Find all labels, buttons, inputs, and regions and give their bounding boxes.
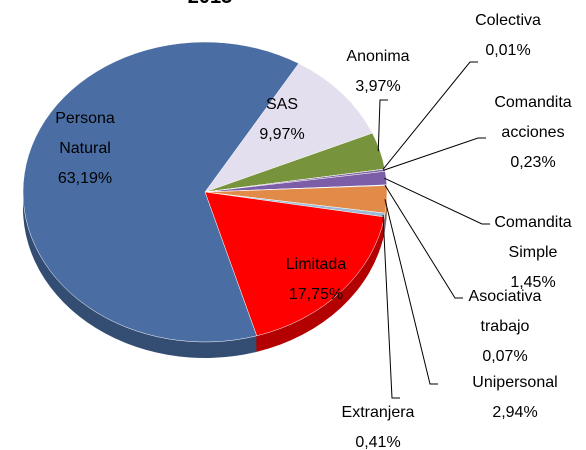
slice-value: 0,41%	[355, 434, 401, 450]
slice-label: Comandita Simple 1,45%	[483, 208, 583, 298]
slice-value: 3,97%	[355, 78, 401, 95]
slice-name: Asociativa trabajo	[468, 288, 542, 335]
slice-value: 2,94%	[492, 404, 538, 421]
slice-label: Asociativa trabajo 0,07%	[455, 282, 555, 372]
slice-value: 63,19%	[57, 170, 113, 187]
slice-name: Limitada	[285, 256, 347, 273]
leader-line	[382, 61, 478, 170]
slice-value: 0,23%	[510, 154, 556, 171]
slice-name: Comandita acciones	[494, 94, 572, 141]
leader-line	[377, 99, 388, 152]
slice-name: SAS	[265, 96, 298, 113]
slice-label: Colectiva 0,01%	[458, 6, 558, 66]
slice-name: Unipersonal	[472, 374, 558, 391]
leader-line	[382, 214, 400, 399]
slice-value: 9,97%	[259, 126, 305, 143]
leader-line	[384, 199, 438, 385]
slice-label: Anonima 3,97%	[333, 42, 423, 102]
slice-label: SAS 9,97%	[242, 90, 322, 150]
slice	[22, 41, 300, 343]
slice-value: 0,01%	[485, 42, 531, 59]
slice-label: Persona Natural 63,19%	[30, 104, 140, 194]
slice-name: Persona Natural	[55, 110, 115, 157]
slice-label: Limitada 17,75%	[266, 250, 366, 310]
slice-name: Colectiva	[475, 12, 541, 29]
slice-label: Comandita acciones 0,23%	[483, 88, 583, 178]
slice-value: 1,45%	[510, 274, 556, 291]
slice-label: Unipersonal 2,94%	[460, 368, 570, 428]
chart-title: 2013	[0, 0, 420, 9]
leader-line	[384, 177, 490, 225]
slice-value: 0,07%	[482, 348, 528, 365]
leader-line	[383, 137, 486, 171]
slice-value: 17,75%	[288, 286, 344, 303]
slice-label: Extranjera 0,41%	[328, 398, 428, 450]
slice	[204, 63, 373, 193]
leader-line	[384, 184, 463, 299]
slice-name: Anonima	[346, 48, 410, 65]
slice-name: Comandita Simple	[494, 214, 572, 261]
slice	[204, 191, 385, 337]
slice-name: Extranjera	[341, 404, 415, 421]
